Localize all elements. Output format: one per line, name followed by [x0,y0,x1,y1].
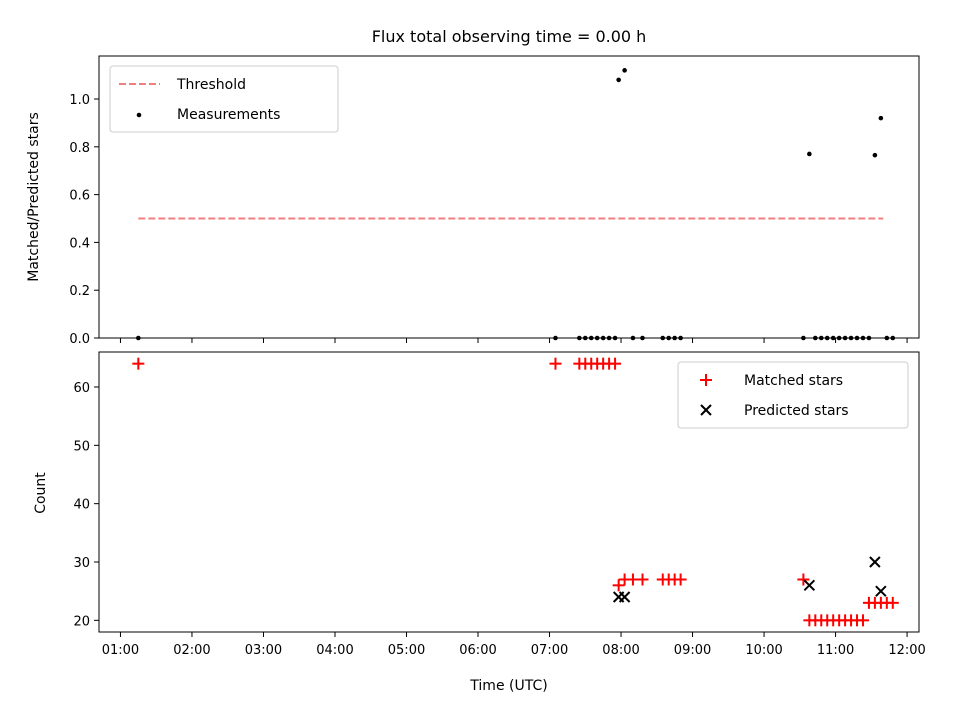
bottom-y-tick-label: 40 [73,498,90,513]
predicted-star-point [803,579,816,592]
measurement-point [616,77,621,83]
bottom-y-axis-label: Count [33,472,49,514]
legend-predicted-label: Predicted stars [744,403,849,419]
measurement-point [594,335,600,341]
measurement-point [553,335,558,341]
measurement-point [854,335,860,341]
bottom-legend: Matched stars Predicted stars [677,361,909,429]
measurement-point [848,335,854,341]
measurement-point [612,335,618,341]
legend-measurements-label: Measurements [177,107,280,123]
measurement-point [830,335,836,341]
x-axis-label: Time (UTC) [469,678,547,694]
top-legend: Threshold Measurements [109,65,339,133]
measurement-point [606,335,612,341]
measurement-point [801,335,806,341]
measurement-point [872,152,878,158]
top-y-axis-label: Matched/Predicted stars [26,112,42,282]
bottom-y-tick-label: 30 [73,556,90,571]
bottom-y-tick-label: 60 [73,381,90,396]
measurement-point [666,335,672,341]
measurement-point [813,335,818,341]
top-panel-frame [98,55,920,339]
measurement-points [136,68,896,341]
matched-star-point [797,573,810,586]
bottom-y-ticks: 20 30 40 50 60 [73,381,99,629]
measurement-point [136,335,141,341]
top-y-tick-label: 0.8 [69,141,90,156]
top-legend-box [109,65,339,133]
measurement-point [818,335,824,341]
bottom-legend-box [677,361,909,429]
predicted-star-point [618,591,631,603]
x-tick-label: 12:00 [888,643,925,658]
top-y-tick-label: 0.4 [69,236,90,251]
measurement-point [582,335,588,341]
top-y-tick-label: 0.6 [69,189,90,204]
measurement-point [600,335,606,341]
measurement-point [860,335,866,341]
matched-star-point [132,357,145,370]
top-y-tick-label: 1.0 [69,93,90,108]
top-x-ticks [119,338,908,343]
top-y-ticks: 0.0 0.2 0.4 0.6 0.8 1.0 [69,93,99,347]
top-y-tick-label: 0.2 [69,284,90,299]
x-tick-label: 06:00 [459,643,496,658]
x-tick-label: 01:00 [102,643,139,658]
legend-matched-swatch [700,374,712,386]
measurement-point [866,335,872,341]
chart-title: Flux total observing time = 0.00 h [372,27,647,46]
x-tick-label: 03:00 [245,643,282,658]
measurement-point [884,335,890,341]
x-tick-label: 07:00 [531,643,568,658]
legend-matched-label: Matched stars [744,373,843,389]
measurement-point [842,335,848,341]
measurement-point [672,335,677,341]
matched-star-point [856,614,869,627]
x-tick-label: 11:00 [817,643,854,658]
measurement-point [577,335,582,341]
top-panel: 0.0 0.2 0.4 0.6 0.8 1.0 Matched/Predicted sta… [26,55,920,347]
bottom-y-tick-label: 50 [73,439,90,454]
count-points [132,357,899,627]
measurement-point [807,151,812,157]
legend-threshold-label: Threshold [176,77,246,93]
measurement-point [890,335,896,341]
bottom-panel: 20 30 40 50 60 01:00 02:00 03:00 04:00 05:00 06:0… [33,351,926,658]
measurement-point [588,335,594,341]
x-tick-label: 02:00 [173,643,210,658]
measurement-point [824,335,830,341]
predicted-star-point [875,585,887,597]
x-tick-label: 04:00 [316,643,353,658]
bottom-y-tick-label: 20 [73,614,90,629]
measurement-point [630,335,636,341]
measurement-point [622,68,627,73]
measurement-point [836,335,842,341]
x-tick-label: 05:00 [388,643,425,658]
measurement-point [660,335,666,341]
matched-star-point [886,596,899,609]
legend-predicted-swatch [700,404,712,416]
predicted-star-point [869,556,881,568]
matched-star-point [612,579,625,592]
matched-star-point [636,573,649,586]
legend-measurements-swatch [136,112,142,118]
bottom-x-ticks: 01:00 02:00 03:00 04:00 05:00 06:00 07:00 08:00… [102,632,926,658]
matched-star-point [549,357,562,370]
measurement-point [640,335,645,341]
bottom-panel-frame [98,351,920,633]
x-tick-label: 08:00 [602,643,639,658]
top-y-tick-label: 0.0 [69,332,90,347]
measurement-point [678,335,683,341]
matched-star-point [674,573,687,586]
matched-star-point [609,357,622,370]
x-tick-label: 09:00 [674,643,711,658]
measurement-point [878,115,884,121]
x-tick-label: 10:00 [745,643,782,658]
